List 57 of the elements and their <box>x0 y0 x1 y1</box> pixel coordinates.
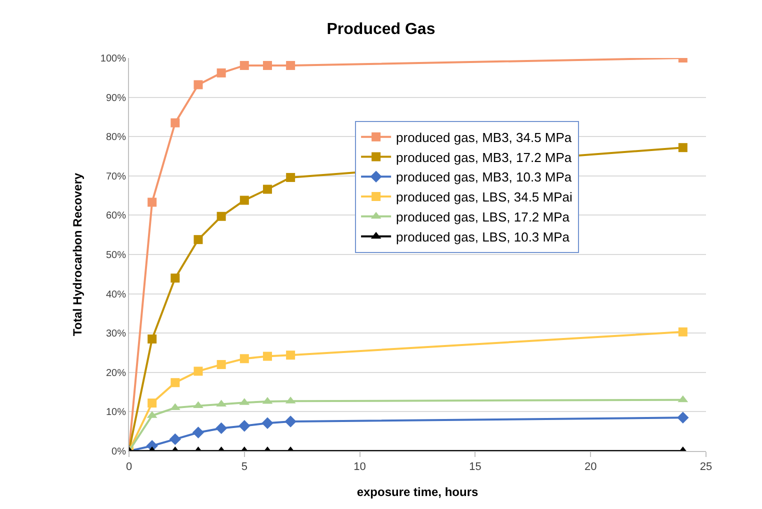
y-tick-label: 50% <box>106 250 126 261</box>
legend-label: produced gas, MB3, 17.2 MPa <box>396 150 572 165</box>
y-tick-label: 20% <box>106 368 126 379</box>
x-tick-label: 5 <box>241 461 248 474</box>
x-tick-label: 10 <box>354 461 366 474</box>
point <box>215 422 228 434</box>
point <box>240 60 249 70</box>
point <box>286 60 296 70</box>
point <box>194 235 203 244</box>
y-tick-label: 80% <box>106 132 126 144</box>
point <box>284 416 296 428</box>
x-tick-label: 15 <box>469 461 482 474</box>
y-axis-title: Total Hydrocarbon Recovery <box>70 172 85 336</box>
point <box>262 417 274 429</box>
point <box>216 68 226 78</box>
point <box>194 80 203 90</box>
x-tick-label: 25 <box>700 461 712 474</box>
point <box>262 352 272 361</box>
point <box>148 198 157 207</box>
point <box>678 327 688 336</box>
point <box>194 366 203 376</box>
point <box>216 212 226 221</box>
point <box>286 172 296 182</box>
legend-label: produced gas, LBS, 17.2 MPa <box>396 210 570 224</box>
y-tick-label: 10% <box>106 407 126 418</box>
legend-label: produced gas, LBS, 34.5 MPai <box>396 190 573 205</box>
legend-label: produced gas, MB3, 34.5 MPa <box>396 130 572 145</box>
point <box>262 184 272 194</box>
y-tick-label: 40% <box>106 289 126 300</box>
y-tick-label: 90% <box>106 92 126 104</box>
y-tick-label: 100% <box>100 54 126 64</box>
point <box>192 426 204 438</box>
x-tick-label: 0 <box>126 461 132 474</box>
point <box>148 334 157 344</box>
point <box>216 360 226 370</box>
point <box>677 412 689 424</box>
point <box>240 354 249 364</box>
x-axis-title: exposure time, hours <box>356 485 479 500</box>
legend-label: produced gas, LBS, 10.3 MPa <box>396 229 570 244</box>
point <box>678 143 688 152</box>
y-tick-label: 0% <box>112 446 126 458</box>
chart-title: Produced Gas <box>326 21 436 38</box>
y-tick-label: 30% <box>106 328 126 340</box>
point <box>170 118 180 128</box>
point <box>238 420 250 432</box>
point <box>286 350 296 360</box>
point <box>240 196 249 205</box>
y-tick-label: 70% <box>106 171 126 182</box>
point <box>193 401 204 408</box>
x-tick-label: 20 <box>584 461 597 474</box>
point <box>170 378 180 388</box>
point <box>148 398 157 408</box>
y-tick-label: 60% <box>106 210 126 222</box>
legend-label: produced gas, MB3, 10.3 MPa <box>396 170 572 185</box>
point <box>170 274 180 283</box>
point <box>169 433 182 446</box>
point <box>262 60 272 70</box>
